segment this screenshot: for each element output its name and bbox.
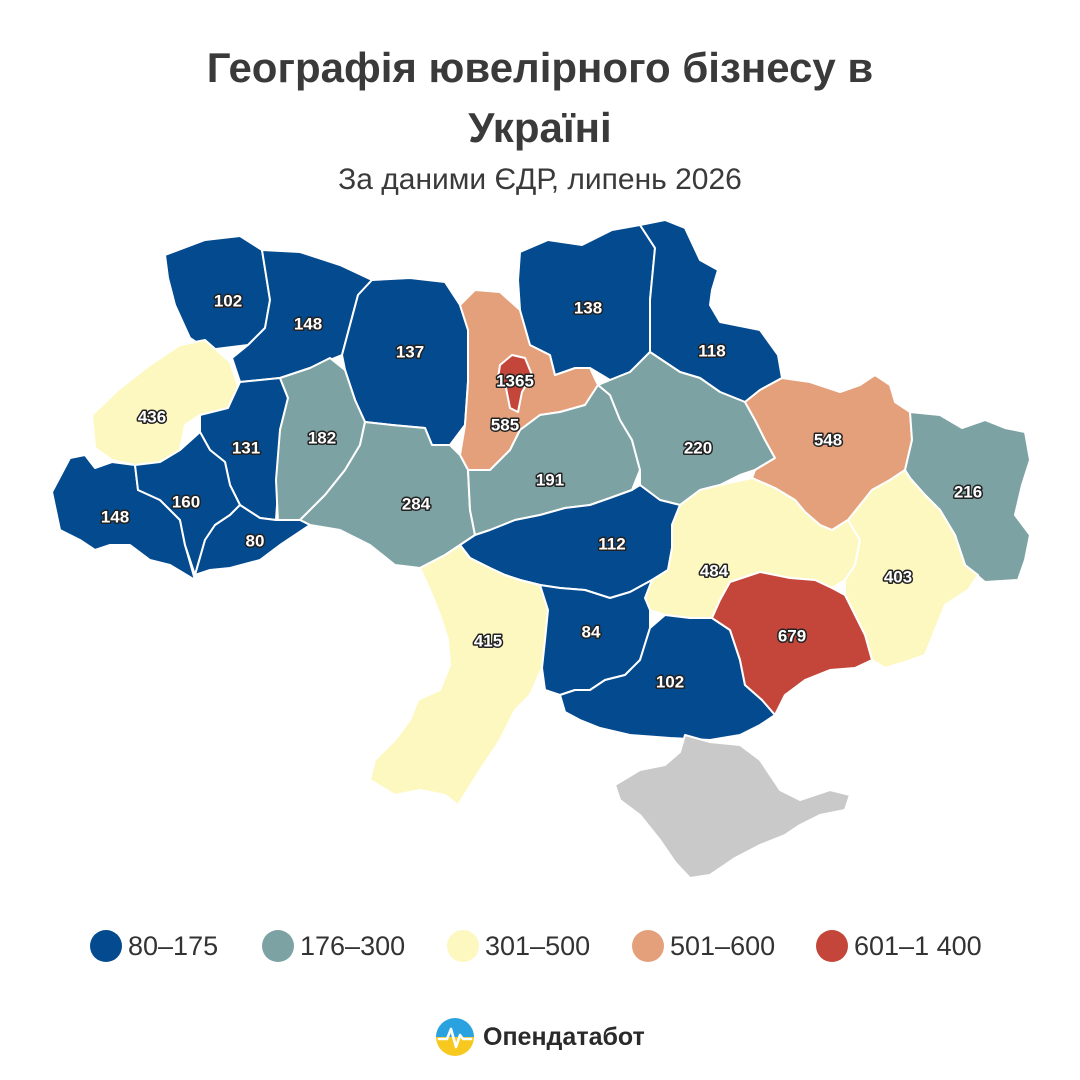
- region-kyiv-city[interactable]: [497, 354, 533, 413]
- regions-layer: [51, 219, 1031, 879]
- legend-swatch: [632, 930, 664, 962]
- value-label-ternopil: 131: [232, 438, 260, 457]
- region-crimea: [614, 734, 851, 879]
- brand-name: Опендатабот: [483, 1022, 645, 1051]
- region-zaporizhzhia[interactable]: [711, 571, 873, 716]
- value-label-mykolaiv: 84: [582, 622, 601, 641]
- legend: 80–175 176–300 301–500 501–600 601–1 400: [0, 926, 1080, 966]
- legend-swatch: [262, 930, 294, 962]
- legend-item: 601–1 400: [816, 926, 982, 966]
- value-label-kirovohrad: 112: [598, 534, 625, 553]
- legend-label: 501–600: [670, 930, 776, 961]
- title-line-1: Географія ювелірного бізнесу в: [206, 44, 874, 91]
- value-label-zakarpattia: 148: [101, 507, 129, 526]
- value-label-khmelnytskyi: 182: [308, 428, 336, 447]
- value-label-chernivtsi: 80: [246, 531, 265, 550]
- value-label-kherson: 102: [656, 672, 684, 691]
- legend-label: 301–500: [485, 930, 591, 961]
- value-label-dnipropetrovsk: 484: [700, 561, 729, 580]
- legend-item: 80–175: [90, 926, 218, 966]
- value-labels-layer: 102 148 137 585 1365 138 118 436 131 182 284 191 220…: [99, 290, 983, 693]
- value-label-poltava: 220: [684, 438, 712, 457]
- value-label-volyn: 102: [214, 291, 242, 310]
- legend-label: 176–300: [300, 930, 406, 961]
- legend-swatch: [447, 930, 479, 962]
- value-label-kharkiv: 548: [814, 430, 842, 449]
- value-label-zhytomyr: 137: [396, 342, 424, 361]
- value-label-cherkasy: 191: [536, 470, 564, 489]
- legend-label: 80–175: [128, 930, 219, 961]
- legend-swatch: [90, 930, 122, 962]
- legend-item: 301–500: [447, 926, 590, 966]
- value-label-chernihiv: 138: [574, 298, 602, 317]
- value-label-zaporizhzhia: 679: [778, 626, 806, 645]
- value-label-luhansk: 216: [954, 482, 982, 501]
- value-label-odesa: 415: [474, 631, 502, 650]
- value-label-sumy: 118: [698, 341, 725, 360]
- region-chernivtsi[interactable]: [194, 504, 311, 576]
- value-label-rivne: 148: [294, 314, 322, 333]
- value-label-donetsk: 403: [884, 567, 912, 586]
- legend-item: 176–300: [262, 926, 405, 966]
- value-label-lviv: 436: [138, 407, 166, 426]
- legend-swatch: [816, 930, 848, 962]
- page-title: Географія ювелірного бізнесу в Україні: [90, 38, 990, 158]
- value-label-kyiv-oblast: 585: [491, 415, 519, 434]
- value-label-vinnytsia: 284: [402, 494, 431, 513]
- value-label-kyiv-city: 1365: [496, 371, 534, 390]
- legend-label: 601–1 400: [854, 930, 982, 961]
- title-line-2: Україні: [468, 104, 612, 151]
- page-subtitle: За даними ЄДР, липень 2026: [338, 163, 742, 196]
- value-label-ivano-frankivsk: 160: [172, 492, 200, 511]
- legend-item: 501–600: [632, 926, 775, 966]
- opendatabot-logo-icon: [436, 1018, 474, 1056]
- brand: Опендатабот: [435, 1016, 645, 1058]
- region-odesa[interactable]: [369, 544, 549, 806]
